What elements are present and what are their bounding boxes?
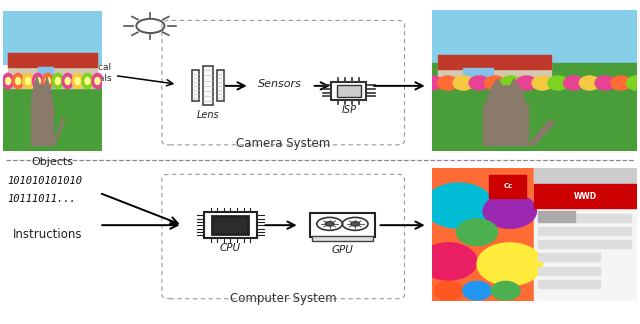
Bar xyxy=(483,103,528,145)
Polygon shape xyxy=(33,77,41,91)
FancyBboxPatch shape xyxy=(332,82,367,100)
Bar xyxy=(538,267,600,275)
Circle shape xyxy=(33,73,44,89)
Bar xyxy=(463,67,493,87)
Bar xyxy=(538,280,600,288)
Circle shape xyxy=(548,76,568,90)
Bar xyxy=(432,63,637,151)
Circle shape xyxy=(424,183,493,228)
Bar xyxy=(8,53,97,67)
Circle shape xyxy=(463,281,492,300)
Circle shape xyxy=(564,76,584,90)
Bar xyxy=(8,57,97,88)
Bar xyxy=(534,184,637,208)
Circle shape xyxy=(55,77,60,85)
Circle shape xyxy=(627,76,640,90)
Circle shape xyxy=(6,77,11,85)
Text: GPU: GPU xyxy=(332,245,353,255)
Text: Computer System: Computer System xyxy=(230,292,337,305)
Bar xyxy=(538,211,575,222)
Circle shape xyxy=(438,76,458,90)
Circle shape xyxy=(487,86,524,111)
FancyBboxPatch shape xyxy=(204,212,257,238)
Circle shape xyxy=(52,73,63,89)
FancyBboxPatch shape xyxy=(337,85,361,97)
Circle shape xyxy=(72,73,83,89)
Text: Objects: Objects xyxy=(31,157,74,167)
Circle shape xyxy=(434,281,463,300)
Text: ISP: ISP xyxy=(341,106,356,115)
Circle shape xyxy=(35,77,40,85)
Bar xyxy=(432,10,637,66)
Circle shape xyxy=(75,77,80,85)
Circle shape xyxy=(500,76,521,90)
Circle shape xyxy=(65,77,70,85)
Text: WWD: WWD xyxy=(574,192,597,201)
Circle shape xyxy=(85,77,90,85)
Bar xyxy=(432,168,534,301)
Circle shape xyxy=(325,222,334,226)
Circle shape xyxy=(595,76,616,90)
FancyBboxPatch shape xyxy=(312,236,372,241)
Circle shape xyxy=(456,219,497,246)
Bar xyxy=(3,84,102,151)
FancyBboxPatch shape xyxy=(202,66,214,105)
Circle shape xyxy=(477,243,543,285)
Text: 10111011...: 10111011... xyxy=(7,194,76,204)
Circle shape xyxy=(516,76,537,90)
Bar xyxy=(538,227,630,235)
Polygon shape xyxy=(508,79,522,91)
Bar xyxy=(38,67,53,88)
Bar xyxy=(438,55,551,69)
Circle shape xyxy=(32,85,52,113)
Bar xyxy=(31,103,52,145)
Bar xyxy=(534,168,637,301)
Bar xyxy=(490,175,526,198)
FancyBboxPatch shape xyxy=(192,71,198,101)
Bar xyxy=(538,253,600,261)
Circle shape xyxy=(484,76,505,90)
Circle shape xyxy=(15,77,20,85)
Text: Instructions: Instructions xyxy=(13,228,83,241)
Circle shape xyxy=(351,222,360,226)
Text: Camera System: Camera System xyxy=(236,137,331,150)
Bar xyxy=(538,240,630,248)
FancyBboxPatch shape xyxy=(310,213,375,237)
Circle shape xyxy=(92,73,103,89)
Polygon shape xyxy=(490,79,506,91)
Polygon shape xyxy=(528,121,555,145)
Bar xyxy=(534,168,637,184)
Circle shape xyxy=(611,76,631,90)
Circle shape xyxy=(492,281,520,300)
Bar xyxy=(538,214,630,222)
Bar xyxy=(3,11,102,64)
Circle shape xyxy=(469,76,490,90)
Circle shape xyxy=(42,73,53,89)
Circle shape xyxy=(13,73,24,89)
Text: Lens: Lens xyxy=(196,110,220,120)
FancyBboxPatch shape xyxy=(218,71,225,101)
Bar xyxy=(438,56,551,87)
Text: CPU: CPU xyxy=(220,243,241,253)
Circle shape xyxy=(62,73,73,89)
Circle shape xyxy=(82,73,93,89)
Circle shape xyxy=(45,77,51,85)
Circle shape xyxy=(453,76,474,90)
Circle shape xyxy=(95,77,100,85)
Text: Cc: Cc xyxy=(503,183,513,190)
Circle shape xyxy=(483,194,536,228)
Text: Sensors: Sensors xyxy=(259,79,302,89)
Text: Optical
Signals: Optical Signals xyxy=(79,63,173,86)
FancyBboxPatch shape xyxy=(212,216,248,234)
Text: 101010101010: 101010101010 xyxy=(7,177,83,186)
Polygon shape xyxy=(44,77,51,91)
Circle shape xyxy=(532,76,552,90)
Circle shape xyxy=(3,73,13,89)
Circle shape xyxy=(579,76,600,90)
Circle shape xyxy=(420,243,477,280)
Circle shape xyxy=(26,77,31,85)
Circle shape xyxy=(22,73,33,89)
Polygon shape xyxy=(53,119,65,145)
Circle shape xyxy=(422,76,442,90)
